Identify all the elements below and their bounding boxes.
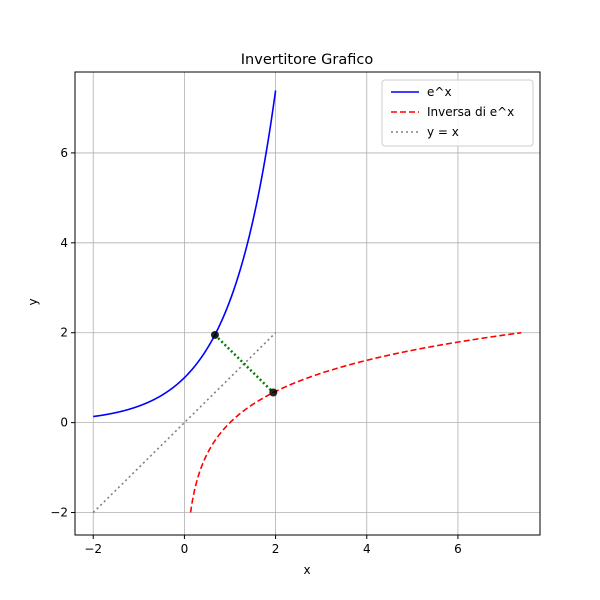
y-tick-label-0: −2 — [50, 506, 68, 520]
series-line-0 — [93, 90, 277, 418]
reflection-segment — [214, 334, 275, 394]
plot-area: −2 0 2 4 6 −2 0 2 4 6 — [50, 71, 541, 556]
y-tick-label-1: 0 — [60, 416, 68, 430]
legend-box — [381, 79, 534, 147]
y-tick-label-2: 2 — [60, 326, 68, 340]
x-tick-label-1: 0 — [181, 542, 189, 556]
axes-frame — [74, 71, 541, 536]
point-marker-0 — [210, 330, 219, 339]
y-axis-label: y — [26, 298, 40, 305]
series-line-1 — [189, 331, 522, 513]
x-tick-label-0: −2 — [84, 542, 102, 556]
legend: e^x Inversa di e^x y = x — [381, 79, 534, 147]
y-tick-label-4: 6 — [60, 146, 68, 160]
x-axis-label: x — [303, 563, 310, 577]
point-marker-1 — [269, 388, 278, 397]
legend-label-1: Inversa di e^x — [427, 105, 514, 119]
x-tick-label-3: 4 — [363, 542, 371, 556]
y-tick-label-3: 4 — [60, 236, 68, 250]
x-tick-label-2: 2 — [272, 542, 280, 556]
chart-title: Invertitore Grafico — [241, 52, 374, 68]
legend-label-0: e^x — [427, 85, 452, 99]
legend-label-2: y = x — [427, 125, 459, 139]
x-tick-label-4: 6 — [454, 542, 462, 556]
